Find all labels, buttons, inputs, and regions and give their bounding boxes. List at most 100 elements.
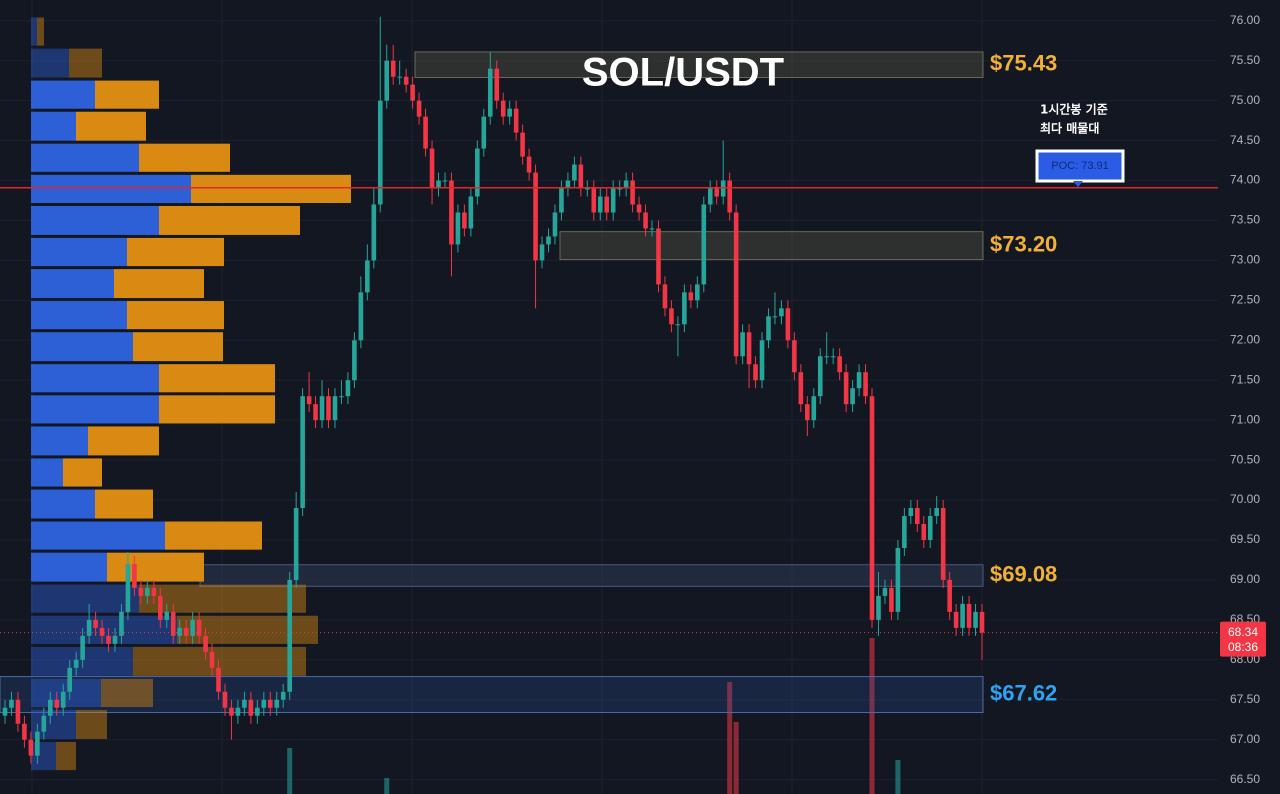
candle-body — [377, 100, 383, 205]
profile-sell — [127, 301, 224, 330]
level-label: $73.20 — [990, 231, 1057, 256]
candle-body — [533, 172, 538, 261]
profile-sell — [139, 143, 230, 172]
candle-body — [145, 587, 150, 596]
volume-bar — [869, 638, 875, 794]
candle-body — [462, 212, 467, 229]
candle-body — [695, 284, 700, 301]
candle-body — [9, 699, 14, 708]
candle-body — [947, 579, 952, 612]
annotation: 최다 매물대 — [1040, 121, 1099, 136]
profile-sell — [191, 174, 351, 203]
candle-body — [494, 68, 500, 101]
candle-body — [727, 180, 732, 213]
candle-body — [539, 244, 545, 261]
candle-body — [319, 396, 325, 421]
profile-buy — [31, 111, 76, 141]
y-tick-label: 69.00 — [1230, 572, 1260, 586]
candle-body — [235, 707, 241, 716]
candle-body — [707, 188, 713, 205]
candle-body — [209, 651, 215, 668]
candle-body — [927, 516, 933, 540]
candle-body — [520, 132, 525, 157]
candle-body — [125, 563, 131, 612]
profile-sell — [88, 426, 159, 456]
profile-sell — [95, 489, 153, 519]
profile-sell — [63, 458, 102, 487]
candle-body — [2, 707, 8, 716]
candle-body — [190, 619, 195, 636]
candle-body — [953, 611, 959, 628]
candle-body — [423, 116, 428, 149]
candle-body — [869, 396, 875, 620]
candle-body — [662, 284, 668, 309]
candle-body — [306, 396, 312, 405]
volume-bar — [384, 778, 390, 794]
candle-body — [572, 164, 577, 181]
profile-buy — [31, 237, 127, 267]
profile-buy — [31, 174, 191, 203]
candle-body — [772, 316, 778, 318]
profile-sell — [101, 678, 153, 708]
profile-sell — [69, 48, 102, 78]
candle-body — [384, 60, 390, 101]
candle-body — [229, 707, 234, 716]
candle-body — [830, 356, 836, 358]
candle-body — [805, 404, 810, 421]
profile-sell — [76, 710, 107, 739]
candle-body — [93, 619, 98, 628]
profile-buy — [31, 426, 88, 456]
candle-body — [591, 188, 597, 213]
candle-body — [397, 76, 402, 78]
candle-body — [248, 699, 254, 716]
candle-body — [843, 372, 849, 405]
candle-body — [487, 68, 493, 117]
candle-body — [481, 116, 487, 149]
zones: $75.43 $73.20 $69.08 $67.62 — [0, 51, 1057, 714]
candle-body — [22, 723, 27, 740]
candle-body — [669, 308, 674, 325]
candle-body — [546, 236, 551, 245]
level-label: $75.43 — [990, 51, 1057, 76]
profile-sell — [37, 17, 44, 46]
candle-body — [300, 396, 305, 509]
candle-body — [837, 356, 842, 373]
y-tick-label: 70.50 — [1230, 452, 1260, 466]
volume-bar — [733, 722, 739, 794]
profile-buy — [31, 301, 127, 330]
candle-body — [908, 508, 914, 517]
candle-body — [255, 707, 260, 716]
candle-body — [597, 196, 603, 213]
volume-bar — [895, 760, 901, 794]
last-price-box — [1220, 621, 1266, 657]
candle-body — [132, 563, 137, 588]
candle-body — [895, 547, 901, 612]
candle-body — [766, 316, 771, 341]
candle-body — [675, 324, 681, 326]
candle-body — [682, 292, 687, 325]
y-tick-label: 74.50 — [1230, 133, 1260, 147]
profile-buy — [31, 458, 63, 487]
candle-body — [507, 108, 512, 117]
grid — [0, 20, 1218, 781]
candle-body — [559, 188, 564, 213]
candle-body — [585, 188, 590, 190]
candle-body — [552, 212, 558, 237]
candle-body — [41, 715, 47, 732]
profile-sell — [159, 395, 275, 424]
candle-body — [565, 180, 571, 189]
candle-body — [934, 508, 940, 517]
profile-sell — [95, 80, 159, 109]
profile-buy — [31, 489, 95, 519]
level-zone — [414, 51, 984, 78]
candle-body — [267, 699, 273, 708]
candle-body — [15, 699, 21, 724]
profile-buy — [31, 678, 101, 708]
y-tick-label: 67.50 — [1230, 692, 1260, 706]
y-tick-label: 67.00 — [1230, 732, 1260, 746]
candle-body — [876, 595, 881, 620]
candle-body — [99, 627, 105, 636]
candle-body — [73, 659, 79, 668]
volume-bar — [727, 682, 733, 794]
candle-body — [500, 100, 506, 117]
